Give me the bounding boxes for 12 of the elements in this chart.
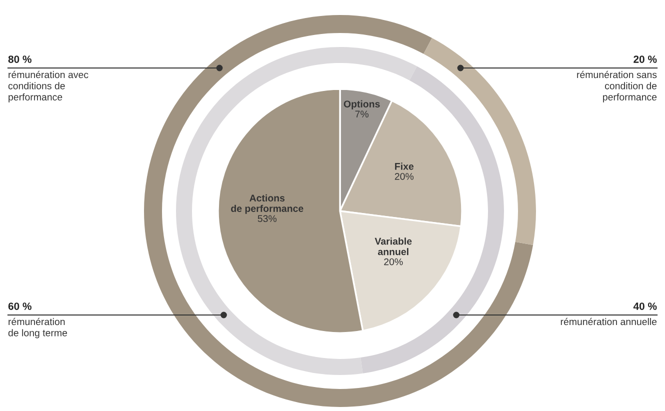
text: 20 % rémunération sans condition de performance xyxy=(577,56,657,102)
data-label: 20% xyxy=(394,172,414,180)
data-label: 20% xyxy=(384,258,403,266)
slice-label: Fixe xyxy=(395,162,414,170)
slice-label: Variable annuel xyxy=(374,238,412,256)
data-label: 7% xyxy=(355,110,369,118)
text: 40 % rémunération annuelle xyxy=(560,302,657,326)
slice-label: Options xyxy=(344,100,380,110)
slice-label: Actions de performance xyxy=(231,194,304,214)
text: 60 % rémunération de long terme xyxy=(8,302,68,338)
data-label: 53% xyxy=(258,215,277,222)
text: 80 % rémunération avec conditions de performance xyxy=(8,56,88,102)
